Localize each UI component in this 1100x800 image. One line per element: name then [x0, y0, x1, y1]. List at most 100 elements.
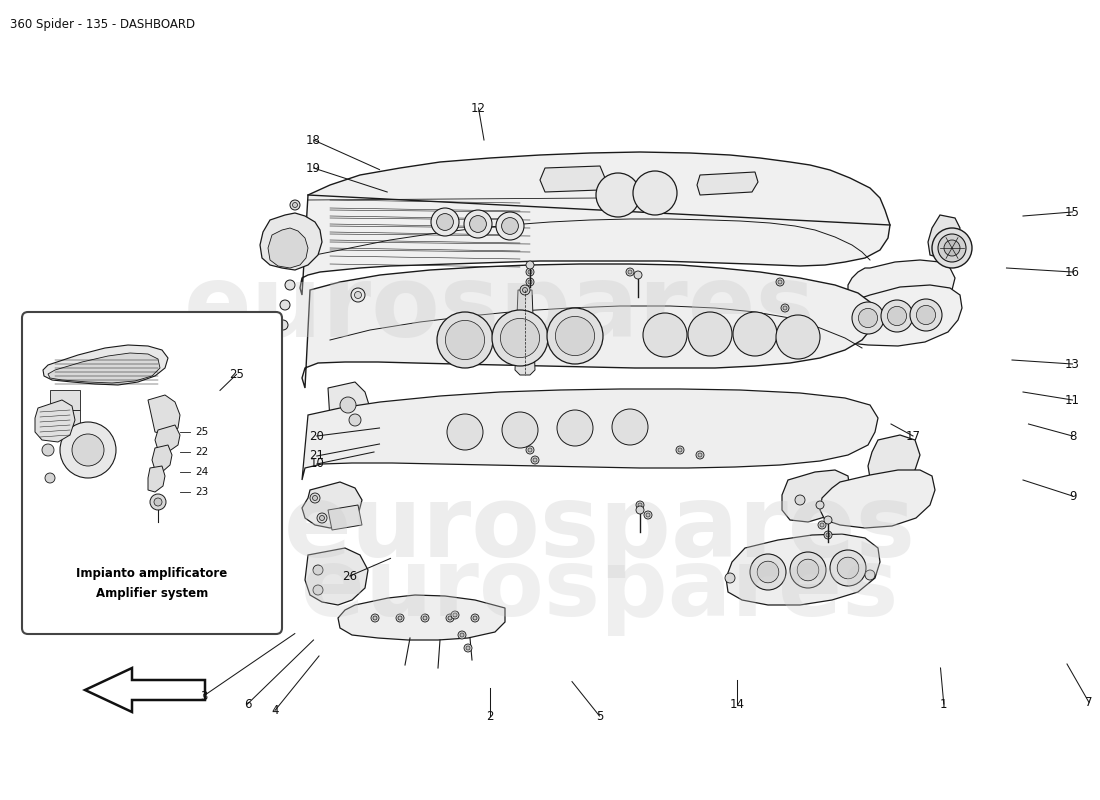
Circle shape — [502, 218, 518, 234]
Circle shape — [888, 306, 906, 326]
Text: 13: 13 — [1065, 358, 1080, 370]
Circle shape — [464, 644, 472, 652]
Text: 6: 6 — [244, 698, 251, 710]
Text: 11: 11 — [1065, 394, 1080, 406]
Circle shape — [865, 570, 874, 580]
Circle shape — [437, 312, 493, 368]
Text: 16: 16 — [1065, 266, 1080, 278]
Polygon shape — [848, 260, 955, 313]
Text: 1: 1 — [940, 698, 947, 710]
Circle shape — [293, 202, 297, 207]
Circle shape — [317, 513, 327, 523]
Circle shape — [446, 320, 485, 360]
Circle shape — [446, 614, 454, 622]
Polygon shape — [515, 290, 535, 375]
Circle shape — [644, 511, 652, 519]
Circle shape — [496, 212, 524, 240]
Circle shape — [60, 422, 116, 478]
Circle shape — [528, 280, 532, 284]
Circle shape — [820, 523, 824, 527]
Text: 23: 23 — [195, 487, 208, 497]
Text: 25: 25 — [229, 368, 244, 381]
Circle shape — [750, 554, 786, 590]
Circle shape — [526, 278, 534, 286]
Circle shape — [757, 562, 779, 582]
Text: 360 Spider - 135 - DASHBOARD: 360 Spider - 135 - DASHBOARD — [10, 18, 195, 31]
Circle shape — [818, 521, 826, 529]
Circle shape — [371, 614, 380, 622]
Polygon shape — [155, 425, 180, 452]
Circle shape — [528, 448, 532, 452]
Circle shape — [528, 270, 532, 274]
Circle shape — [798, 559, 818, 581]
Circle shape — [910, 299, 942, 331]
Polygon shape — [328, 505, 362, 530]
Circle shape — [72, 434, 104, 466]
Text: 9: 9 — [1069, 490, 1076, 502]
Circle shape — [698, 453, 702, 457]
Text: 20: 20 — [309, 430, 324, 442]
Circle shape — [837, 557, 859, 579]
Circle shape — [944, 240, 960, 256]
Circle shape — [634, 271, 642, 279]
Circle shape — [278, 320, 288, 330]
Polygon shape — [35, 400, 75, 442]
Polygon shape — [726, 534, 880, 605]
Text: 4: 4 — [272, 704, 278, 717]
Text: 2: 2 — [486, 710, 493, 722]
Text: 17: 17 — [905, 430, 921, 442]
Circle shape — [396, 614, 404, 622]
Circle shape — [42, 444, 54, 456]
Circle shape — [447, 414, 483, 450]
Text: 24: 24 — [195, 467, 208, 477]
Polygon shape — [822, 285, 962, 346]
Circle shape — [314, 585, 323, 595]
Text: 25: 25 — [195, 427, 208, 437]
Circle shape — [354, 291, 362, 298]
Circle shape — [473, 616, 477, 620]
Circle shape — [916, 306, 936, 325]
Circle shape — [733, 312, 777, 356]
Polygon shape — [302, 482, 362, 528]
Polygon shape — [43, 345, 168, 385]
Circle shape — [349, 414, 361, 426]
Circle shape — [520, 285, 530, 295]
Circle shape — [45, 473, 55, 483]
Circle shape — [310, 493, 320, 503]
Circle shape — [492, 310, 548, 366]
Bar — [42, 410, 80, 425]
Text: 8: 8 — [1069, 430, 1076, 442]
Text: 12: 12 — [471, 102, 486, 114]
Circle shape — [676, 446, 684, 454]
Circle shape — [628, 270, 632, 274]
Circle shape — [636, 501, 644, 509]
Text: 21: 21 — [309, 450, 324, 462]
Circle shape — [678, 448, 682, 452]
Text: eurospares: eurospares — [184, 262, 816, 358]
Circle shape — [466, 646, 470, 650]
Circle shape — [547, 308, 603, 364]
Text: 15: 15 — [1065, 206, 1080, 218]
Polygon shape — [268, 228, 308, 268]
Polygon shape — [540, 166, 605, 192]
Circle shape — [154, 498, 162, 506]
Circle shape — [471, 614, 478, 622]
Circle shape — [556, 316, 595, 355]
Circle shape — [932, 228, 972, 268]
Circle shape — [453, 613, 456, 617]
Polygon shape — [338, 595, 505, 640]
Bar — [50, 390, 80, 410]
Circle shape — [351, 288, 365, 302]
Text: eurospares: eurospares — [284, 482, 916, 578]
Circle shape — [790, 552, 826, 588]
Circle shape — [285, 280, 295, 290]
Circle shape — [280, 300, 290, 310]
Circle shape — [725, 573, 735, 583]
Circle shape — [458, 631, 466, 639]
Circle shape — [881, 300, 913, 332]
Circle shape — [340, 397, 356, 413]
Text: 3: 3 — [200, 690, 207, 702]
Circle shape — [816, 501, 824, 509]
Circle shape — [646, 513, 650, 517]
Circle shape — [776, 315, 820, 359]
